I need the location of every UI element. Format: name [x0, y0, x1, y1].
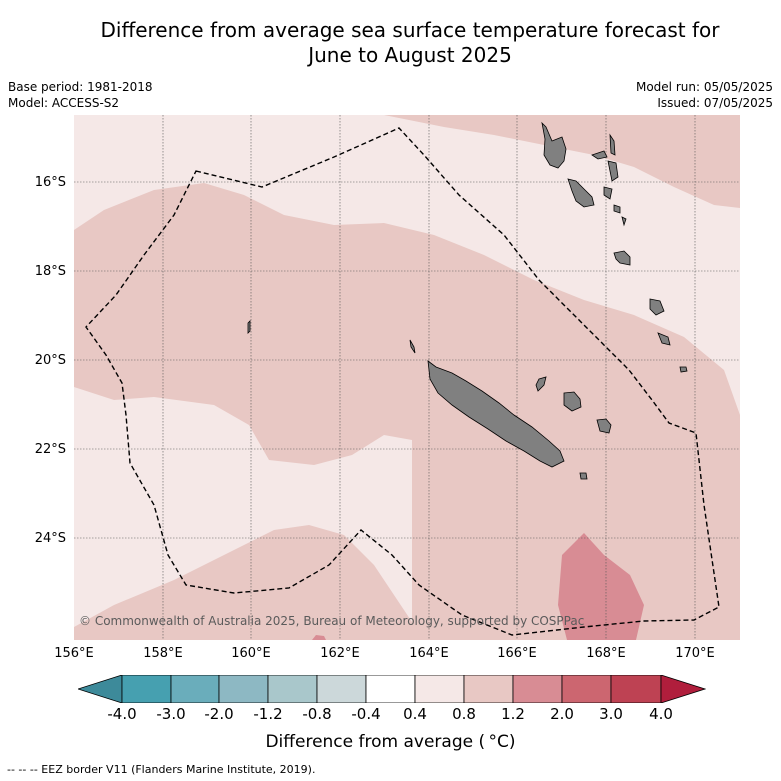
lon-label-156e: 156°E: [54, 646, 94, 661]
colorbar: [78, 675, 706, 703]
colorbar-segment: [365, 675, 416, 703]
lat-label-18s: 18°S: [34, 264, 66, 279]
land-tanna: [657, 332, 671, 346]
colorbar-segment: [610, 675, 662, 703]
copyright-text: © Commonwealth of Australia 2025, Bureau…: [79, 614, 585, 628]
cb-tick: -3.0: [156, 705, 186, 723]
cb-tick: -0.4: [351, 705, 381, 723]
land-mare: [596, 418, 612, 434]
map-title: Difference from average sea surface temp…: [0, 18, 781, 68]
colorbar-segment: [267, 675, 318, 703]
cb-tick: 2.0: [550, 705, 574, 723]
lon-label-168e: 168°E: [586, 646, 626, 661]
lat-label-16s: 16°S: [34, 175, 66, 190]
land-masses: [247, 121, 688, 480]
lon-label-158e: 158°E: [143, 646, 183, 661]
lon-label-164e: 164°E: [409, 646, 449, 661]
title-line-1: Difference from average sea surface temp…: [100, 18, 720, 42]
model-name: Model: ACCESS-S2: [8, 96, 120, 110]
colorbar-segment: [170, 675, 220, 703]
anomaly-zone-lower-left: [74, 525, 424, 640]
cb-tick: 0.8: [452, 705, 476, 723]
issued-date: Issued: 07/05/2025: [657, 96, 773, 110]
cb-tick: -0.8: [302, 705, 332, 723]
anomaly-zone-strong: [558, 533, 644, 640]
colorbar-label: Difference from average ( °C): [265, 732, 516, 752]
colorbar-segment: [316, 675, 367, 703]
graticule: [74, 115, 740, 640]
cb-tick: -4.0: [107, 705, 137, 723]
eez-border: [85, 127, 720, 636]
cb-tick: -1.2: [253, 705, 283, 723]
map-svg: [74, 115, 740, 640]
anomaly-zone-main: [74, 183, 740, 640]
colorbar-segment: [121, 675, 172, 703]
lon-label-160e: 160°E: [231, 646, 271, 661]
anomaly-zone-small-patch: [312, 635, 326, 640]
land-efate: [613, 250, 631, 266]
title-line-2: June to August 2025: [308, 43, 512, 67]
lon-label-162e: 162°E: [320, 646, 360, 661]
cb-tick: 4.0: [649, 705, 673, 723]
cb-tick: -2.0: [204, 705, 234, 723]
colorbar-segment: [414, 675, 465, 703]
colorbar-segment: [463, 675, 514, 703]
colorbar-segment: [218, 675, 269, 703]
colorbar-arrow-high: [660, 675, 706, 703]
land-new-caledonia: [427, 360, 565, 468]
lat-label-20s: 20°S: [34, 353, 66, 368]
lat-label-24s: 24°S: [34, 531, 66, 546]
lat-label-22s: 22°S: [34, 442, 66, 457]
cb-tick: 3.0: [599, 705, 623, 723]
cb-tick: 0.4: [403, 705, 427, 723]
base-period: Base period: 1981-2018: [8, 80, 153, 94]
land-lifou: [563, 391, 582, 412]
anomaly-zone-upper-right: [384, 115, 740, 208]
lon-label-170e: 170°E: [675, 646, 715, 661]
cb-tick: 1.2: [501, 705, 525, 723]
land-malakula: [567, 178, 595, 208]
colorbar-segment: [512, 675, 563, 703]
meta-left: Base period: 1981-2018 Model: ACCESS-S2: [8, 79, 153, 111]
map-panel[interactable]: [74, 115, 740, 640]
meta-right: Model run: 05/05/2025 Issued: 07/05/2025: [636, 79, 773, 111]
land-espiritu-santo: [541, 121, 567, 169]
eez-legend-note: -- -- -- EEZ border V11 (Flanders Marine…: [7, 763, 316, 776]
colorbar-arrow-low: [78, 675, 123, 703]
lon-label-166e: 166°E: [497, 646, 537, 661]
model-run: Model run: 05/05/2025: [635, 80, 773, 94]
colorbar-segment: [561, 675, 612, 703]
land-erromango: [649, 298, 665, 316]
